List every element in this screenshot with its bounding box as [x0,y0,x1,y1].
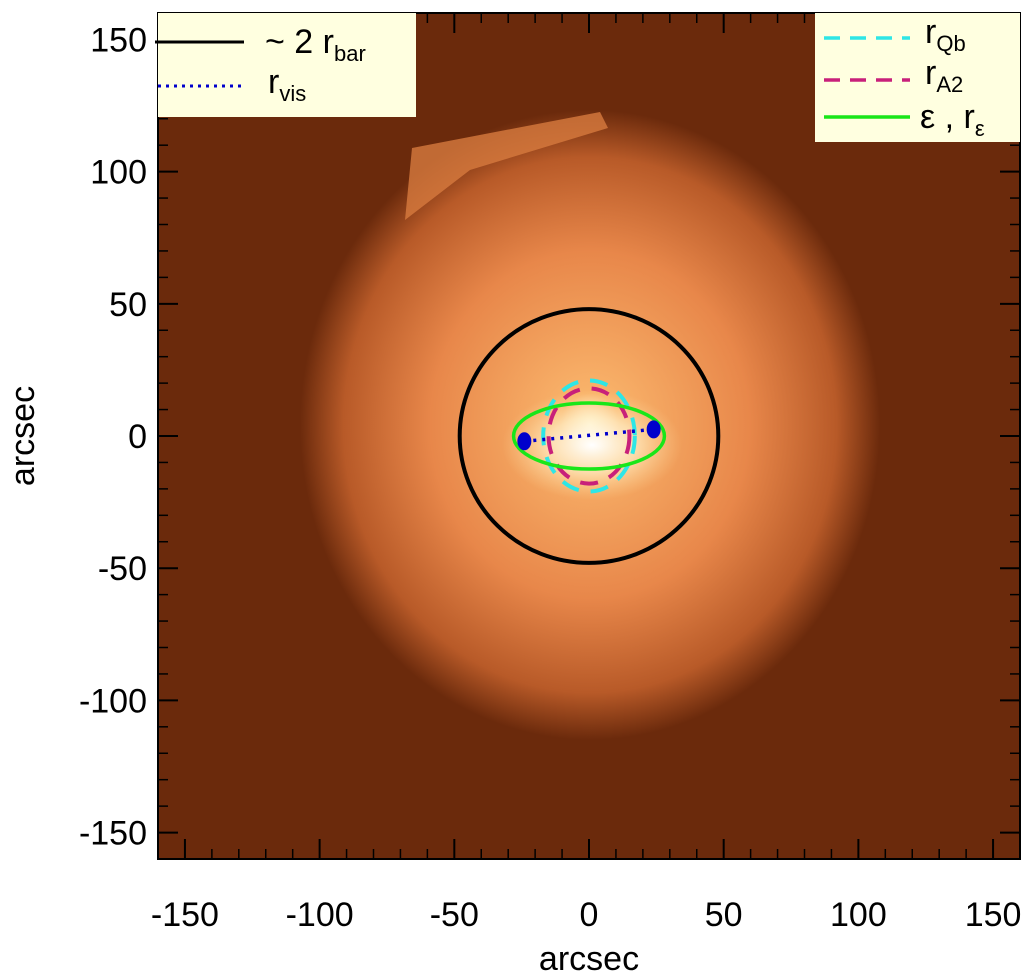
legend-top-left: ~ 2 rbar rvis [155,13,416,117]
overlay-r-Qb [541,378,637,494]
y-tick-label: -50 [98,550,147,588]
galaxy-image [300,110,880,740]
legend-label: rvis [268,63,306,106]
y-tick-label: 0 [128,418,147,456]
y-axis-label: arcsec [4,386,42,486]
legend-top-right: rQb rA2 ε , rε [815,13,1020,142]
legend-label: rQb [925,13,966,56]
image-artifact [405,112,608,220]
legend-item-r-qb: rQb [824,13,966,56]
overlay-contours [457,307,721,565]
legend-label: ~ 2 rbar [265,23,366,66]
legend-item-two-r-bar: ~ 2 rbar [155,23,366,66]
x-axis-label: arcsec [539,940,639,978]
legend-item-r-vis: rvis [158,63,306,106]
x-tick-label: 100 [830,896,887,934]
overlay-r-A2 [546,386,632,486]
overlay-epsilon [511,401,667,471]
x-tick-label: -150 [151,896,219,934]
legend-label: rA2 [925,54,963,97]
legend-left-box [158,13,416,117]
x-tick-label: -100 [286,896,354,934]
x-tick-label: 50 [705,896,743,934]
galaxy-core [502,390,682,500]
overlay-two-r-bar [457,307,721,565]
y-tick-label: -150 [79,815,147,853]
overlay-r-vis-line [524,427,654,444]
overlay-r-vis-endpoint-2 [646,420,661,439]
x-tick-label: -50 [430,896,479,934]
y-tick-label: 100 [90,154,147,192]
y-tick-label: 50 [109,286,147,324]
legend-item-r-a2: rA2 [824,54,963,97]
legend-label: ε , rε [920,98,985,141]
legend-item-epsilon: ε , rε [824,98,985,141]
y-tick-label: 150 [90,21,147,59]
overlay-r-vis-endpoint-1 [517,432,532,451]
y-tick-label: -100 [79,682,147,720]
x-tick-label: 150 [965,896,1022,934]
x-tick-label: 0 [580,896,599,934]
legend-right-box [815,13,1020,142]
